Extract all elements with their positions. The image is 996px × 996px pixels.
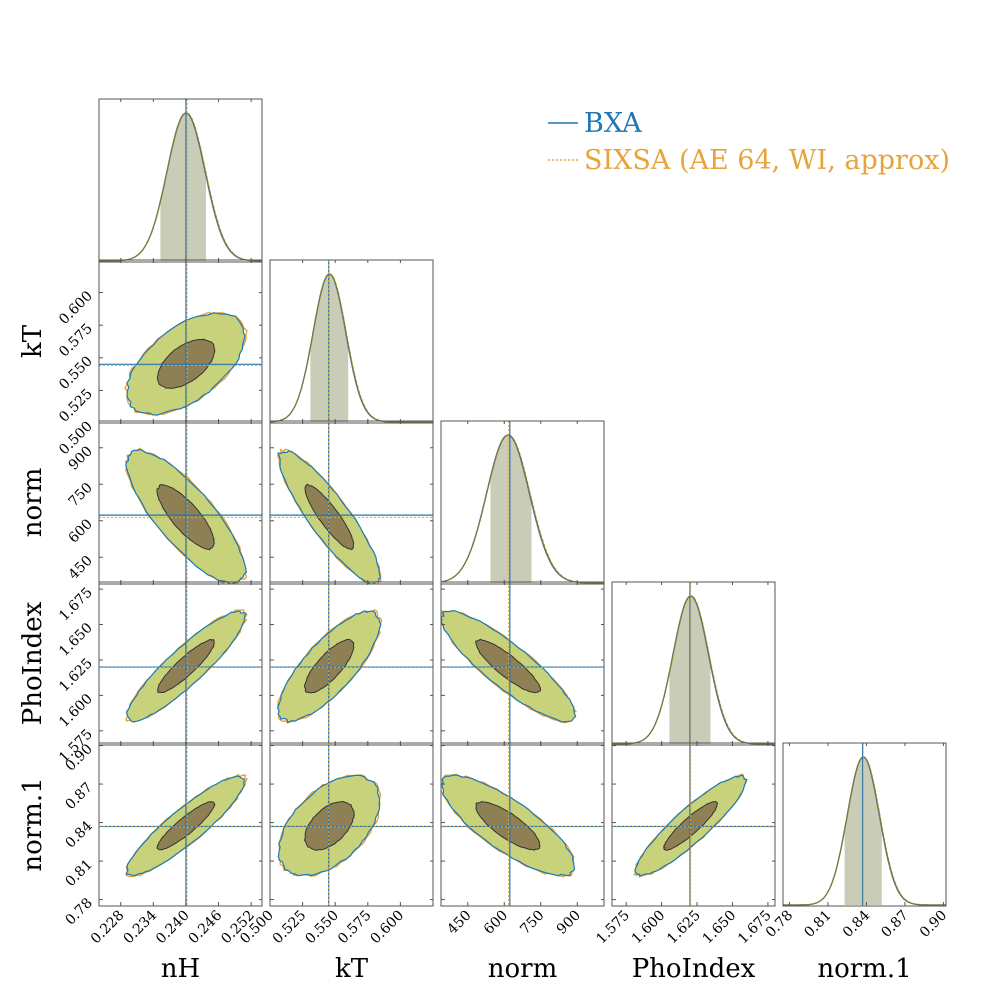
x-tick-label-phoindex: 1.575 bbox=[593, 908, 633, 948]
x-tick-label-kt: 0.600 bbox=[368, 908, 408, 948]
x-tick-label-kt: 0.525 bbox=[270, 908, 310, 948]
contour-inner bbox=[475, 638, 542, 694]
panel-kt-vs-norm bbox=[269, 420, 434, 585]
x-tick-label-norm: 600 bbox=[481, 908, 511, 938]
panel-frame bbox=[440, 581, 605, 746]
x-tick-label-phoindex: 1.625 bbox=[664, 908, 704, 948]
x-axis-label-kt: kT bbox=[335, 954, 369, 984]
hist-sixsa-kt bbox=[270, 273, 433, 423]
panel-frame bbox=[98, 420, 263, 585]
y-tick-label-phoindex: 1.600 bbox=[56, 691, 96, 731]
y-tick-label-norm: 750 bbox=[66, 480, 96, 510]
panel-frame bbox=[98, 742, 263, 907]
panel-frame bbox=[269, 420, 434, 585]
x-tick-label-norm-1: 0.81 bbox=[801, 908, 834, 941]
x-tick-label-norm-1: 0.87 bbox=[878, 908, 911, 941]
panel-frame bbox=[98, 259, 263, 424]
panel-kt bbox=[269, 259, 434, 424]
legend-label-bxa: BXA bbox=[584, 108, 642, 139]
hist-overlap-kt bbox=[270, 273, 433, 423]
x-tick-label-phoindex: 1.650 bbox=[700, 908, 740, 948]
panel-frame bbox=[269, 742, 434, 907]
contour-inner bbox=[304, 483, 355, 551]
x-tick-label-norm-1: 0.90 bbox=[917, 908, 950, 941]
x-axis-label-norm-1: norm.1 bbox=[817, 954, 911, 984]
y-tick-label-norm-1: 0.84 bbox=[62, 818, 95, 851]
panel-frame bbox=[611, 742, 776, 907]
panel-frame bbox=[98, 98, 263, 263]
x-axis-label-phoindex: PhoIndex bbox=[632, 954, 756, 984]
panel-phoindex bbox=[611, 581, 776, 746]
y-tick-label-kt: 0.525 bbox=[56, 386, 96, 426]
x-tick-label-nh: 0.246 bbox=[186, 907, 226, 947]
panel-norm-vs-norm-1: 450 600 750 900 norm bbox=[440, 742, 605, 984]
panel-norm-vs-phoindex bbox=[440, 581, 605, 746]
panel-frame bbox=[440, 420, 605, 585]
y-tick-label-phoindex: 1.675 bbox=[56, 585, 96, 625]
hist-band-norm bbox=[490, 435, 532, 583]
y-axis-label-norm: norm bbox=[18, 468, 48, 537]
hist-bxa-kt bbox=[270, 273, 433, 423]
y-tick-label-norm: 450 bbox=[66, 553, 96, 583]
y-tick-label-phoindex: 1.650 bbox=[56, 620, 96, 660]
y-axis-label-kt: kT bbox=[18, 324, 48, 358]
x-tick-label-nh: 0.234 bbox=[120, 907, 160, 947]
y-tick-label-norm: 600 bbox=[66, 516, 96, 546]
hist-band-nh bbox=[160, 113, 206, 261]
x-tick-label-norm: 750 bbox=[517, 908, 547, 938]
hist-band-kt bbox=[310, 274, 349, 422]
panel-nh-vs-norm-1: 0.2280.2340.2400.2460.252nH0.780.810.840… bbox=[18, 741, 263, 984]
panel-frame bbox=[440, 742, 605, 907]
x-tick-label-norm: 450 bbox=[444, 908, 474, 938]
y-axis-label-norm-1: norm.1 bbox=[18, 777, 48, 871]
y-tick-label-norm-1: 0.87 bbox=[62, 780, 95, 813]
x-tick-label-kt: 0.575 bbox=[335, 908, 375, 948]
legend: BXA SIXSA (AE 64, WI, approx) bbox=[548, 108, 950, 176]
panel-norm bbox=[440, 420, 605, 585]
x-tick-label-nh: 0.240 bbox=[153, 908, 193, 948]
panel-nh bbox=[98, 98, 263, 263]
x-axis-label-nh: nH bbox=[161, 954, 200, 984]
panel-frame bbox=[782, 742, 947, 907]
x-tick-label-nh: 0.228 bbox=[88, 908, 128, 948]
legend-label-sixsa: SIXSA (AE 64, WI, approx) bbox=[584, 145, 950, 176]
y-tick-label-phoindex: 1.625 bbox=[56, 656, 96, 696]
y-tick-label-kt: 0.550 bbox=[56, 353, 96, 393]
y-tick-label-norm-1: 0.78 bbox=[62, 895, 95, 928]
x-tick-label-norm: 900 bbox=[554, 908, 584, 938]
x-tick-label-phoindex: 1.600 bbox=[629, 908, 669, 948]
panel-frame bbox=[611, 581, 776, 746]
panel-frame bbox=[269, 581, 434, 746]
hist-overlap-norm-1 bbox=[783, 756, 946, 906]
x-axis-label-norm: norm bbox=[488, 954, 557, 984]
x-tick-label-norm-1: 0.84 bbox=[840, 907, 873, 940]
panel-frame bbox=[269, 259, 434, 424]
panel-kt-vs-phoindex bbox=[269, 581, 434, 746]
x-tick-label-kt: 0.550 bbox=[302, 908, 342, 948]
y-axis-label-phoindex: PhoIndex bbox=[18, 601, 48, 725]
panel-frame bbox=[98, 581, 263, 746]
y-tick-label-kt: 0.575 bbox=[56, 321, 96, 361]
panels-layer: 0.5000.5250.5500.5750.600kT450600750900n… bbox=[18, 98, 950, 984]
y-tick-label-norm-1: 0.81 bbox=[62, 857, 95, 890]
y-tick-label-kt: 0.600 bbox=[56, 288, 96, 328]
